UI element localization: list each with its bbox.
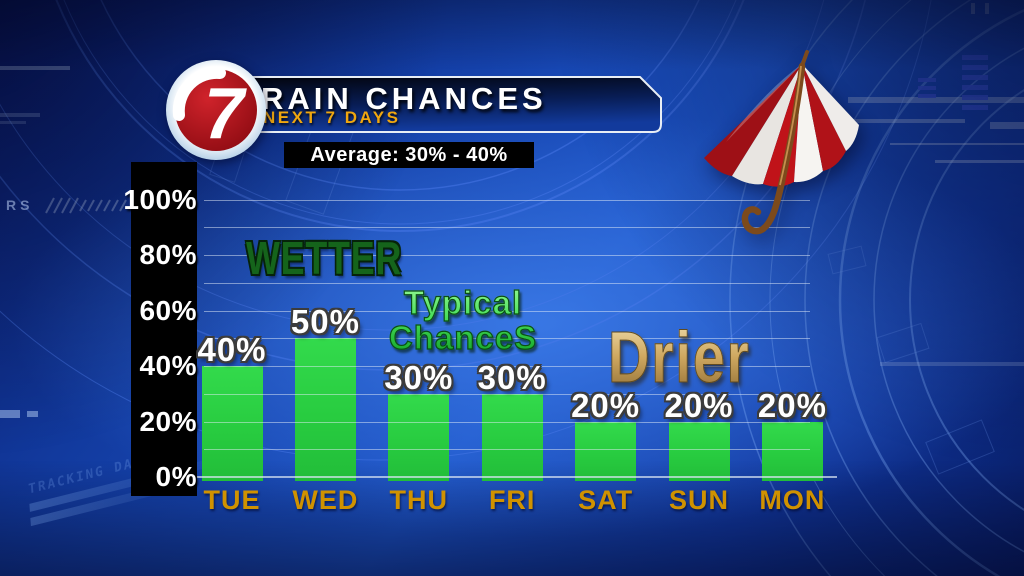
- umbrella-icon: [704, 50, 859, 235]
- y-tick-label: 20%: [139, 405, 197, 437]
- x-axis-baseline: [197, 476, 837, 478]
- y-tick-label: 100%: [123, 183, 197, 215]
- y-tick-label: 80%: [139, 239, 197, 270]
- bar-FRI: [481, 393, 543, 481]
- page-subtitle: NEXT 7 DAYS: [263, 108, 401, 127]
- annotation-typical-chances: Typical ChanceS: [363, 284, 563, 356]
- average-note: Average: 30% - 40%: [284, 142, 534, 168]
- logo-7-glyph: 7: [204, 74, 247, 154]
- bar-SUN: [668, 421, 730, 481]
- gridline-10: [204, 449, 810, 451]
- annotation-drier: Drier: [608, 318, 751, 399]
- annotation-typical-line2: ChanceS: [388, 319, 538, 356]
- bar-THU: [388, 393, 450, 481]
- bar-WED: [294, 338, 356, 481]
- bar-MON: [761, 421, 823, 481]
- category-label-MON: MON: [759, 485, 826, 515]
- bar-TUE: [201, 366, 263, 481]
- annotation-wetter: WETTER: [246, 232, 403, 284]
- annotation-typical-line1: Typical: [403, 284, 523, 321]
- y-tick-label: 60%: [139, 294, 197, 326]
- background-rs-text: RS: [6, 197, 34, 213]
- bar-SAT: [575, 421, 637, 481]
- station-logo-7-icon: 7: [166, 60, 266, 160]
